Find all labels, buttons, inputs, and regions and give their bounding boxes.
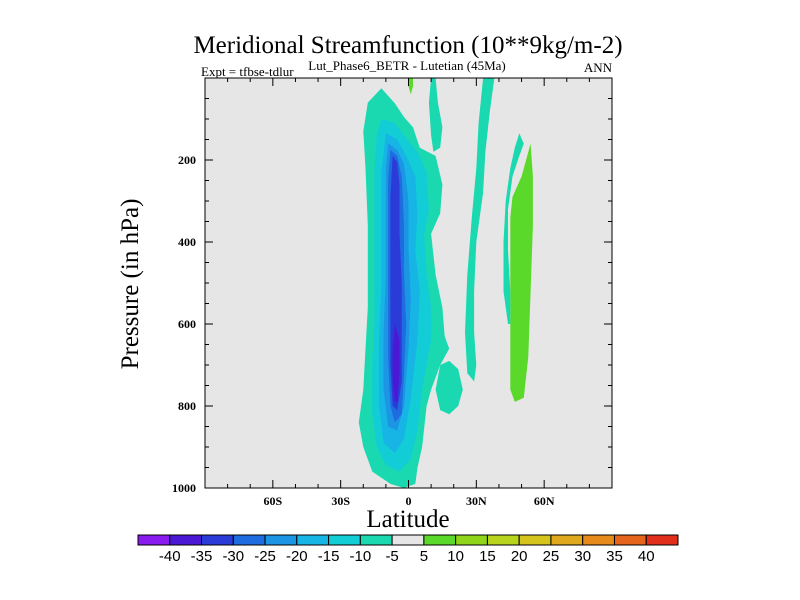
colorbar-swatch <box>232 534 266 546</box>
colorbar-swatch <box>137 534 171 546</box>
axis-ticks: 60S 30S 0 30N 60N 200 400 600 800 1000 <box>172 78 612 508</box>
colorbar-swatch <box>264 534 298 546</box>
colorbar-swatch <box>169 534 203 546</box>
colorbar-swatch <box>550 534 584 546</box>
y-tick-label: 1000 <box>172 481 196 495</box>
colorbar-label: 20 <box>511 548 528 565</box>
colorbar-swatch <box>486 534 520 546</box>
contour-region-positive-strip-top <box>408 78 413 95</box>
colorbar-swatch <box>296 534 330 546</box>
chart-title: Meridional Streamfunction (10**9kg/m-2) <box>193 32 622 59</box>
x-tick-label: 30S <box>331 494 350 508</box>
y-tick-label: 200 <box>178 153 196 167</box>
y-axis-label: Pressure (in hPa) <box>117 199 144 370</box>
colorbar-swatch <box>423 534 457 546</box>
contour-region-negative-strip-right <box>465 78 495 382</box>
contour-region-positive-strip-right <box>510 143 533 402</box>
colorbar-label: 10 <box>447 548 464 565</box>
colorbar-label: 5 <box>420 548 428 565</box>
colorbar-label: -40 <box>159 548 181 565</box>
y-tick-label: 800 <box>178 399 196 413</box>
colorbar-label: -10 <box>350 548 372 565</box>
colorbar-label: -5 <box>385 548 398 565</box>
colorbar-swatch <box>391 534 425 546</box>
x-tick-label: 0 <box>406 494 412 508</box>
colorbar-swatch <box>359 534 393 546</box>
x-tick-label: 60S <box>263 494 282 508</box>
colorbar-label: 35 <box>606 548 623 565</box>
colorbar-swatch <box>645 534 679 546</box>
colorbar-label: 25 <box>543 548 560 565</box>
colorbar-label: 40 <box>638 548 655 565</box>
colorbar-swatch <box>201 534 234 546</box>
contour-region-negative-strip-far <box>503 133 524 324</box>
colorbar-swatch <box>582 534 615 546</box>
colorbar-swatch <box>518 534 552 546</box>
colorbar-label: 15 <box>479 548 496 565</box>
experiment-label: Expt = tfbse-tdlur <box>201 64 294 79</box>
colorbar: -40 -35 -30 -25 -20 -15 -10 -5 5 10 15 20 25 30 35 40 <box>137 534 679 565</box>
y-tick-label: 600 <box>178 317 196 331</box>
colorbar-label: -15 <box>318 548 340 565</box>
contour-regions <box>358 78 533 489</box>
colorbar-label: -35 <box>191 548 213 565</box>
colorbar-label: -30 <box>222 548 244 565</box>
experiment-subtitle: Lut_Phase6_BETR - Lutetian (45Ma) <box>308 58 506 73</box>
colorbar-label: -20 <box>286 548 308 565</box>
x-axis-label: Latitude <box>366 506 449 533</box>
colorbar-label: 30 <box>574 548 591 565</box>
season-label: ANN <box>584 60 613 75</box>
contour-region-negative-strip-mid <box>428 78 443 152</box>
y-tick-label: 400 <box>178 235 196 249</box>
colorbar-swatch <box>613 534 647 546</box>
x-tick-label: 60N <box>534 494 555 508</box>
contour-region-negative-level-35 <box>392 324 400 402</box>
contour-region-negative-outer-tail <box>435 360 463 415</box>
colorbar-swatch <box>328 534 361 546</box>
colorbar-swatch <box>455 534 488 546</box>
x-tick-label: 30N <box>466 494 487 508</box>
colorbar-label: -25 <box>254 548 276 565</box>
